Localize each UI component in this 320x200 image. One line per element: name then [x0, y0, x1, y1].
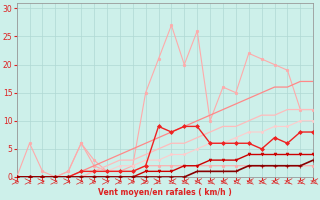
X-axis label: Vent moyen/en rafales ( km/h ): Vent moyen/en rafales ( km/h )	[98, 188, 232, 197]
